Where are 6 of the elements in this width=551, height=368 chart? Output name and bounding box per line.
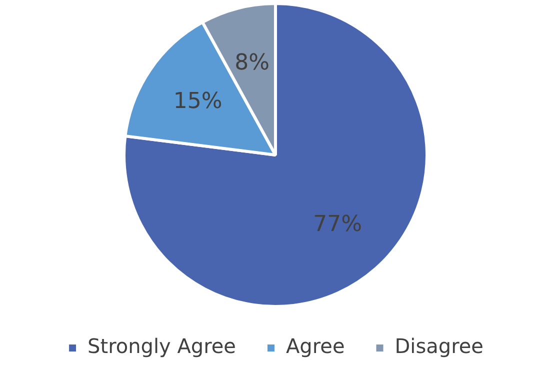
data-label: 15% — [173, 88, 222, 114]
data-label: 8% — [234, 50, 270, 76]
legend-label: Disagree — [394, 334, 484, 358]
data-label: 77% — [313, 212, 362, 238]
legend-label: Agree — [286, 334, 345, 358]
legend-label: Strongly Agree — [88, 334, 236, 358]
